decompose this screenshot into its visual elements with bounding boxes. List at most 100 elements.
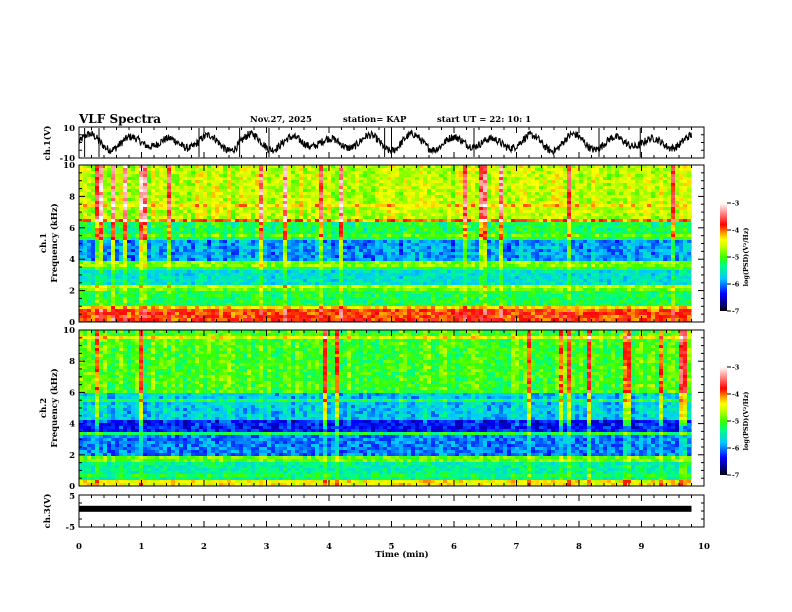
spectrogram-cell xyxy=(99,171,103,174)
spectrogram-cell xyxy=(559,234,563,237)
spectrogram-cell xyxy=(443,168,447,171)
spectrogram-cell xyxy=(343,201,347,204)
spectrogram-cell xyxy=(511,165,515,168)
spectrogram-cell xyxy=(331,180,335,183)
spectrogram-cell xyxy=(399,204,403,207)
spectrogram-cell xyxy=(191,201,195,204)
spectrogram-cell xyxy=(295,174,299,177)
spectrogram-cell xyxy=(459,165,463,168)
spectrogram-cell xyxy=(527,228,531,231)
spectrogram-cell xyxy=(95,252,99,255)
spectrogram-cell xyxy=(591,234,595,237)
spectrogram-cell xyxy=(283,213,287,216)
spectrogram-cell xyxy=(303,249,307,252)
spectrogram-cell xyxy=(363,171,367,174)
spectrogram-cell xyxy=(271,198,275,201)
spectrogram-cell xyxy=(371,168,375,171)
spectrogram-cell xyxy=(623,237,627,240)
spectrogram-cell xyxy=(563,213,567,216)
spectrogram-cell xyxy=(603,192,607,195)
spectrogram-cell xyxy=(231,198,235,201)
spectrogram-cell xyxy=(599,186,603,189)
spectrogram-cell xyxy=(123,237,127,240)
spectrogram-cell xyxy=(651,201,655,204)
spectrogram-cell xyxy=(407,168,411,171)
spectrogram-cell xyxy=(507,252,511,255)
spectrogram-cell xyxy=(223,237,227,240)
spectrogram-cell xyxy=(595,255,599,258)
spectrogram-cell xyxy=(355,234,359,237)
spectrogram-cell xyxy=(651,165,655,168)
spectrogram-cell xyxy=(183,174,187,177)
spectrogram-cell xyxy=(627,180,631,183)
spectrogram-cell xyxy=(483,255,487,258)
spectrogram-cell xyxy=(567,228,571,231)
spectrogram-cell xyxy=(143,189,147,192)
spectrogram-cell xyxy=(259,246,263,249)
spectrogram-cell xyxy=(663,204,667,207)
spectrogram-cell xyxy=(607,252,611,255)
spectrogram-cell xyxy=(227,171,231,174)
spectrogram-cell xyxy=(83,213,87,216)
spectrogram-cell xyxy=(95,168,99,171)
spectrogram-cell xyxy=(115,228,119,231)
spectrogram-cell xyxy=(491,243,495,246)
spectrogram-cell xyxy=(215,219,219,222)
spectrogram-cell xyxy=(507,168,511,171)
spectrogram-cell xyxy=(619,189,623,192)
spectrogram-cell xyxy=(231,246,235,249)
spectrogram-cell xyxy=(79,225,83,228)
spectrogram-cell xyxy=(591,201,595,204)
spectrogram-cell xyxy=(95,180,99,183)
spectrogram-cell xyxy=(291,222,295,225)
spectrogram-cell xyxy=(311,201,315,204)
spectrogram-cell xyxy=(475,243,479,246)
spectrogram-cell xyxy=(175,189,179,192)
spectrogram-cell xyxy=(199,207,203,210)
spectrogram-cell xyxy=(279,252,283,255)
spectrogram-cell xyxy=(311,210,315,213)
spectrogram-cell xyxy=(595,252,599,255)
spectrogram-cell xyxy=(435,255,439,258)
spectrogram-cell xyxy=(667,171,671,174)
spectrogram-cell xyxy=(575,189,579,192)
spectrogram-cell xyxy=(351,189,355,192)
spectrogram-cell xyxy=(607,246,611,249)
spectrogram-cell xyxy=(163,192,167,195)
spectrogram-cell xyxy=(459,189,463,192)
spectrogram-cell xyxy=(411,213,415,216)
spectrogram-cell xyxy=(671,165,675,168)
spectrogram-cell xyxy=(595,177,599,180)
spectrogram-cell xyxy=(499,201,503,204)
spectrogram-cell xyxy=(139,180,143,183)
spectrogram-cell xyxy=(347,255,351,258)
spectrogram-cell xyxy=(123,180,127,183)
spectrogram-cell xyxy=(459,183,463,186)
spectrogram-cell xyxy=(667,204,671,207)
spectrogram-cell xyxy=(227,168,231,171)
spectrogram-cell xyxy=(339,189,343,192)
spectrogram-cell xyxy=(219,252,223,255)
spectrogram-cell xyxy=(663,246,667,249)
spectrogram-cell xyxy=(179,192,183,195)
spectrogram-cell xyxy=(367,183,371,186)
spectrogram-cell xyxy=(295,216,299,219)
spectrogram-cell xyxy=(631,204,635,207)
spectrogram-cell xyxy=(355,198,359,201)
spectrogram-cell xyxy=(319,240,323,243)
spectrogram-cell xyxy=(371,180,375,183)
spectrogram-cell xyxy=(295,177,299,180)
spectrogram-cell xyxy=(687,201,691,204)
spectrogram-cell xyxy=(659,216,663,219)
spectrogram-cell xyxy=(79,201,83,204)
spectrogram-cell xyxy=(671,189,675,192)
spectrogram-cell xyxy=(159,213,163,216)
spectrogram-cell xyxy=(587,243,591,246)
spectrogram-cell xyxy=(551,213,555,216)
spectrogram-cell xyxy=(575,249,579,252)
spectrogram-cell xyxy=(87,240,91,243)
spectrogram-cell xyxy=(99,258,103,261)
spectrogram-cell xyxy=(643,234,647,237)
spectrogram-cell xyxy=(123,246,127,249)
spectrogram-cell xyxy=(615,222,619,225)
